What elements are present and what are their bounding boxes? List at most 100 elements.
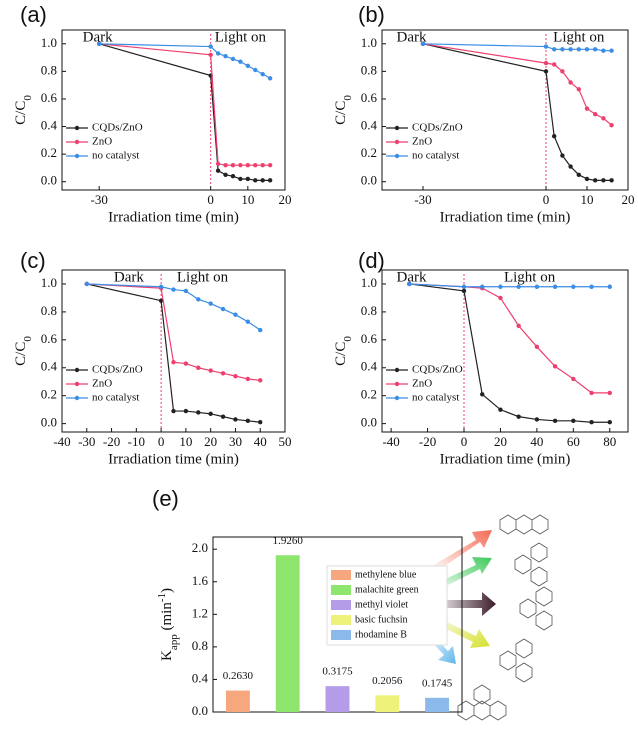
legend-label: rhodamine B — [355, 629, 407, 640]
y-tick-label: 0.8 — [41, 62, 57, 77]
data-point — [461, 288, 467, 294]
data-point — [568, 164, 573, 169]
series-line — [86, 283, 261, 381]
legend-swatch — [331, 585, 351, 595]
data-point — [208, 411, 213, 417]
data-point — [258, 378, 263, 383]
x-axis-label: Irradiation time (min) — [440, 209, 571, 225]
x-tick-label: 40 — [254, 434, 267, 449]
legend-marker — [394, 139, 400, 145]
legend-label: ZnO — [92, 136, 112, 148]
data-point — [84, 281, 89, 287]
data-point — [552, 47, 557, 52]
data-point — [498, 295, 503, 301]
y-axis-label-part: 0 — [22, 95, 34, 101]
panel-label: (d) — [358, 248, 385, 273]
data-point — [183, 288, 189, 294]
data-point — [171, 359, 176, 365]
data-point — [238, 59, 243, 64]
y-tick-label: 0.6 — [361, 331, 378, 346]
annotation: Dark — [83, 29, 113, 45]
data-point — [245, 376, 251, 382]
data-point — [208, 368, 213, 373]
data-point — [245, 418, 251, 424]
data-point — [253, 67, 258, 73]
data-point — [609, 122, 614, 128]
legend-marker — [394, 153, 400, 159]
y-tick-label: 0.0 — [361, 173, 377, 188]
annotation: Dark — [397, 29, 427, 45]
series-line — [422, 43, 612, 126]
data-point — [233, 417, 238, 422]
x-tick-label: 10 — [179, 434, 192, 449]
annotation: Dark — [114, 269, 144, 285]
y-tick-label: 0.2 — [41, 145, 57, 160]
data-point — [571, 284, 576, 289]
x-axis-label: Irradiation time (min) — [108, 209, 239, 225]
data-point — [593, 111, 598, 117]
data-point — [576, 47, 581, 52]
value-label: 0.3175 — [322, 666, 353, 678]
data-point — [552, 364, 558, 369]
bar — [225, 690, 250, 712]
data-point — [568, 80, 573, 85]
y-tick-label: 0.6 — [361, 90, 378, 105]
legend-marker — [394, 125, 400, 131]
legend-label: ZnO — [92, 378, 112, 390]
data-point — [230, 162, 236, 168]
data-point — [584, 47, 590, 52]
series-line — [422, 43, 612, 52]
legend-label: methylene blue — [355, 569, 417, 580]
value-label: 1.9260 — [273, 535, 304, 547]
data-point — [245, 319, 251, 324]
data-point — [560, 69, 565, 74]
data-point — [498, 284, 503, 289]
data-point — [260, 162, 265, 168]
y-axis-label: C/C0 — [333, 95, 353, 125]
y-tick-label: 0.4 — [41, 118, 58, 133]
data-point — [223, 172, 228, 178]
x-tick-label: 20 — [622, 192, 635, 207]
series-line — [86, 283, 261, 331]
data-point — [267, 178, 273, 183]
data-point — [223, 54, 228, 59]
y-axis-label: C/C0 — [13, 336, 33, 366]
legend-label: no catalyst — [412, 392, 459, 404]
panel-label: (c) — [20, 248, 46, 273]
data-point — [589, 284, 594, 289]
legend-swatch — [331, 600, 351, 610]
x-tick-label: 0 — [207, 192, 214, 207]
data-point — [534, 284, 540, 289]
annotation: Light on — [215, 29, 267, 45]
legend-swatch — [331, 630, 351, 640]
data-point — [267, 162, 273, 168]
annotation: Light on — [504, 269, 556, 285]
x-tick-label: -30 — [414, 192, 431, 207]
data-point — [534, 417, 540, 422]
y-tick-label: 0.4 — [361, 118, 378, 133]
y-tick-label: 0.0 — [361, 415, 377, 430]
y-tick-label: 2.0 — [192, 540, 208, 555]
y-tick-label: 0.4 — [41, 359, 58, 374]
y-tick-label: 1.0 — [361, 35, 377, 50]
y-tick-label: 1.2 — [192, 605, 208, 620]
data-point — [480, 284, 485, 289]
legend-label: CQDs/ZnO — [412, 122, 463, 134]
bar — [375, 695, 400, 712]
plot-frame — [381, 29, 629, 191]
legend-label: basic fuchsin — [355, 614, 408, 625]
data-point — [609, 178, 614, 183]
data-point — [220, 371, 226, 376]
y-axis-label-part: C/C — [333, 342, 349, 366]
data-point — [607, 284, 612, 289]
bar — [425, 697, 450, 712]
legend-marker — [74, 153, 80, 159]
y-tick-label: 0.8 — [192, 638, 208, 653]
data-point — [609, 48, 614, 53]
y-tick-label: 1.0 — [41, 275, 57, 290]
x-tick-label: 20 — [204, 434, 217, 449]
y-axis-label: C/C0 — [13, 95, 33, 125]
bar — [325, 686, 350, 712]
annotation: Dark — [397, 269, 427, 285]
